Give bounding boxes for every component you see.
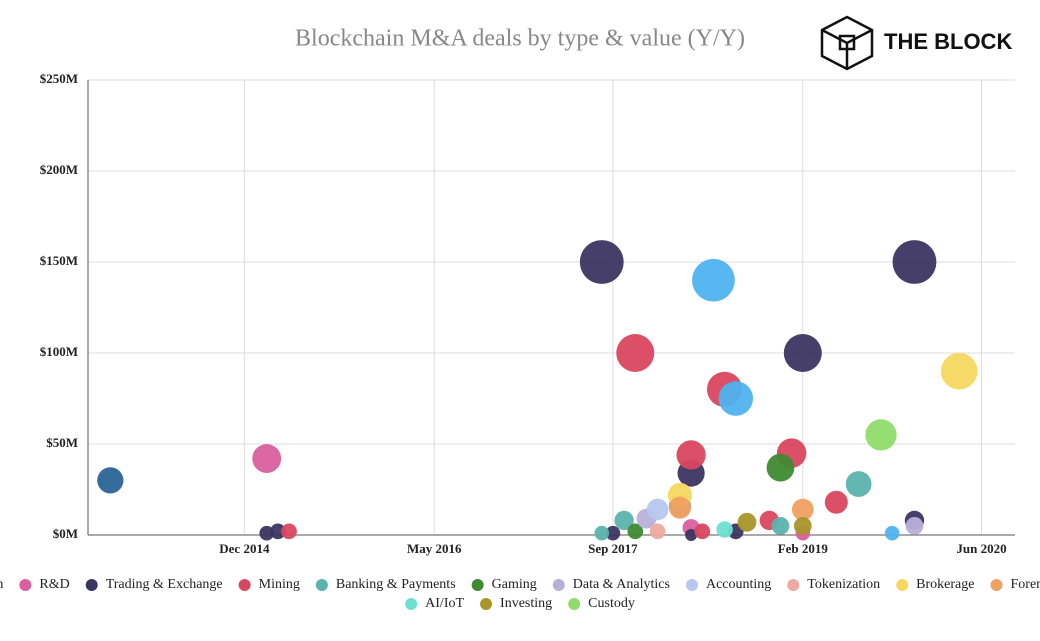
- bubble: [892, 240, 937, 284]
- chart-title: Blockchain M&A deals by type & value (Y/…: [295, 26, 745, 52]
- grid: [88, 79, 1015, 536]
- legend-label: Mining: [259, 577, 300, 592]
- bubble: [793, 516, 812, 535]
- bubble: [718, 381, 754, 416]
- legend-label: Tokenization: [807, 577, 880, 592]
- bubble: [766, 453, 795, 482]
- y-tick-label: $250M: [40, 71, 78, 86]
- legend-label: Custody: [588, 596, 635, 611]
- x-tick-label: Jun 2020: [956, 541, 1006, 556]
- bubble: [694, 523, 711, 540]
- legend-label: Investing: [500, 596, 552, 611]
- legend-label: Banking & Payments: [336, 577, 456, 592]
- brand: THE BLOCK: [884, 29, 1012, 54]
- legend-swatch: [896, 579, 909, 591]
- legend-label: Data & Analytics: [573, 577, 670, 592]
- bubble: [605, 525, 621, 541]
- bubble: [614, 510, 634, 531]
- x-tick-label: May 2016: [407, 541, 462, 556]
- bubble: [737, 512, 757, 532]
- bubble: [281, 523, 297, 540]
- legend-swatch: [990, 579, 1003, 591]
- legend-label: Accounting: [706, 577, 771, 592]
- bubble: [783, 334, 822, 372]
- bubble: [771, 516, 790, 535]
- bubble: [791, 498, 814, 521]
- bubble: [668, 496, 691, 519]
- legend-row: Identification R&D Trading & Exchange Minin…: [0, 577, 1040, 592]
- bubble: [627, 523, 644, 540]
- legend-label: Brokerage: [916, 577, 974, 592]
- legend-swatch: [685, 579, 698, 591]
- bubble: [940, 352, 978, 390]
- y-tick-label: $50M: [46, 435, 78, 450]
- bubble: [716, 521, 733, 538]
- legend-label: AI/IoT: [425, 596, 464, 611]
- legend-label: R&D: [39, 577, 69, 592]
- legend-swatch: [480, 598, 493, 610]
- x-tick-label: Feb 2019: [778, 541, 829, 556]
- logo: [820, 15, 874, 71]
- bubble: [252, 444, 282, 473]
- legend-swatch: [568, 598, 581, 610]
- legend-swatch: [471, 579, 484, 591]
- legend-label: Gaming: [492, 577, 537, 592]
- y-tick-label: $150M: [40, 253, 78, 268]
- bubble: [824, 490, 848, 514]
- bubble: [676, 440, 706, 470]
- legend-label: Identification: [0, 577, 3, 592]
- bubble: [845, 471, 872, 497]
- legend-swatch: [238, 579, 251, 591]
- legend-swatch: [85, 579, 98, 591]
- bubble: [616, 334, 655, 372]
- bubble: [685, 529, 698, 541]
- x-tick-label: Dec 2014: [219, 541, 270, 556]
- legend-swatch: [315, 579, 328, 591]
- y-tick-label: $100M: [40, 344, 78, 359]
- legend-label: Trading & Exchange: [106, 577, 223, 592]
- legend-row: AI/IoT Investing Custody: [405, 596, 635, 611]
- bubble: [579, 240, 624, 284]
- x-tick-label: Sep 2017: [588, 541, 638, 556]
- legend-swatch: [405, 598, 418, 610]
- bubble: [865, 419, 897, 451]
- legend-swatch: [552, 579, 565, 591]
- bubble: [905, 516, 924, 535]
- y-tick-label: $0M: [53, 526, 78, 541]
- y-tick-label: $200M: [40, 162, 78, 177]
- bubble: [646, 498, 669, 521]
- legend-swatch: [787, 579, 800, 591]
- legend-swatch: [19, 579, 32, 591]
- bubble: [692, 258, 735, 302]
- bubble: [97, 467, 124, 494]
- bubble: [649, 523, 666, 540]
- bubble: [594, 525, 610, 541]
- legend-label: Forensics: [1010, 577, 1040, 592]
- bubble: [884, 525, 900, 541]
- bubble: [270, 523, 286, 540]
